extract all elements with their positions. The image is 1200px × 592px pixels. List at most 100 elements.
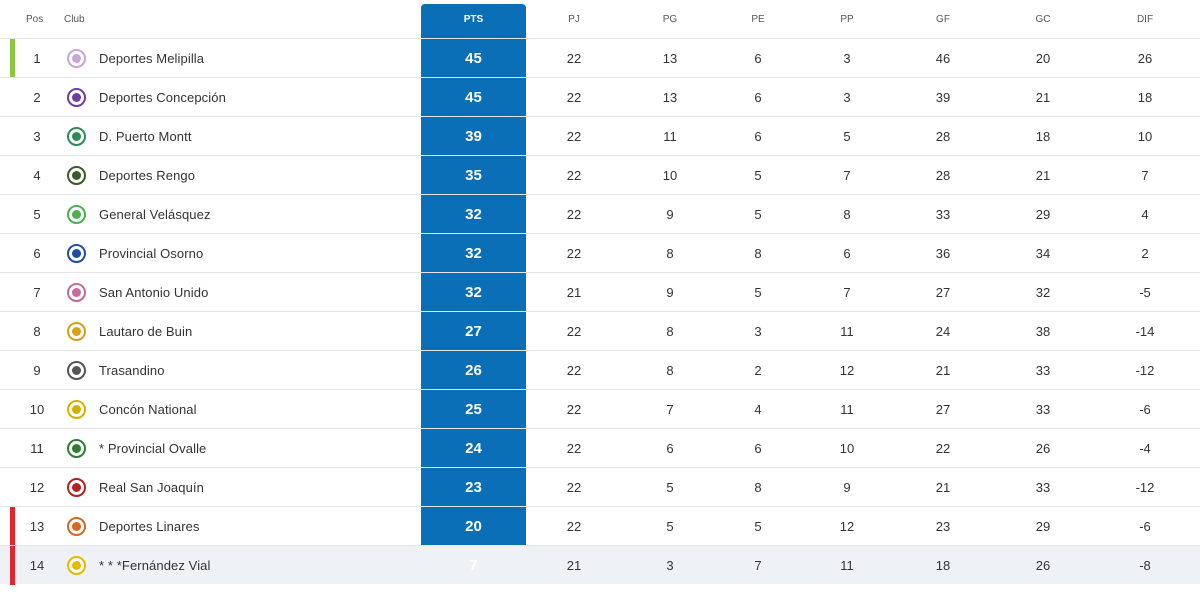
table-row[interactable]: 14 * * *Fernández Vial 7 21 3 7 11 18 26 -8	[0, 545, 1200, 585]
goal-difference-cell: 4	[1141, 207, 1149, 222]
lost-cell: 11	[840, 402, 854, 417]
points-cell: 32	[465, 206, 482, 223]
played-cell: 21	[566, 558, 582, 573]
lost-cell: 12	[839, 363, 855, 378]
position-cell: 10	[29, 402, 45, 417]
position-cell: 14	[29, 558, 45, 573]
position-cell: 4	[33, 168, 41, 183]
header-pp[interactable]: PP	[840, 14, 854, 25]
lost-cell: 7	[843, 168, 851, 183]
header-pos[interactable]: Pos	[26, 14, 44, 25]
table-row[interactable]: 5 General Velásquez 32 22 9 5 8 33 29 4	[0, 194, 1200, 233]
table-row[interactable]: 3 D. Puerto Montt 39 22 11 6 5 28 18 10	[0, 116, 1200, 155]
club-name-link[interactable]: D. Puerto Montt	[99, 129, 192, 144]
header-dif[interactable]: DIF	[1136, 14, 1154, 25]
header-pj[interactable]: PJ	[568, 14, 580, 25]
drawn-cell: 6	[754, 441, 762, 456]
header-club[interactable]: Club	[64, 14, 85, 25]
goals-against-cell: 26	[1035, 441, 1051, 456]
header-gc[interactable]: GC	[1035, 14, 1051, 25]
played-cell: 22	[566, 402, 582, 417]
club-crest-icon	[67, 478, 86, 497]
relegation-marker	[10, 507, 15, 546]
position-cell: 5	[33, 207, 41, 222]
club-name-link[interactable]: Concón National	[99, 402, 197, 417]
goals-against-cell: 26	[1035, 558, 1051, 573]
goal-difference-cell: 2	[1141, 246, 1149, 261]
club-name-link[interactable]: General Velásquez	[99, 207, 211, 222]
club-name-link[interactable]: Deportes Concepción	[99, 90, 226, 105]
goals-for-cell: 18	[935, 558, 951, 573]
goals-for-cell: 27	[935, 402, 951, 417]
won-cell: 11	[663, 129, 677, 144]
club-crest-icon	[67, 361, 86, 380]
table-row[interactable]: 10 Concón National 25 22 7 4 11 27 33 -6	[0, 389, 1200, 428]
won-cell: 8	[666, 324, 674, 339]
won-cell: 9	[666, 285, 674, 300]
header-pts[interactable]: PTS	[463, 14, 484, 25]
goal-difference-cell: 7	[1141, 168, 1149, 183]
goal-difference-cell: -4	[1139, 441, 1151, 456]
goals-for-cell: 39	[935, 90, 951, 105]
points-cell: 35	[465, 167, 482, 184]
header-gf[interactable]: GF	[936, 14, 950, 25]
points-cell: 45	[465, 50, 482, 67]
club-name-link[interactable]: Trasandino	[99, 363, 165, 378]
club-crest-icon	[67, 517, 86, 536]
points-cell: 32	[465, 284, 482, 301]
table-row[interactable]: 2 Deportes Concepción 45 22 13 6 3 39 21 18	[0, 77, 1200, 116]
points-cell: 20	[465, 518, 482, 535]
table-row[interactable]: 4 Deportes Rengo 35 22 10 5 7 28 21 7	[0, 155, 1200, 194]
goal-difference-cell: -14	[1135, 324, 1155, 339]
played-cell: 22	[566, 129, 582, 144]
table-row[interactable]: 13 Deportes Linares 20 22 5 5 12 23 29 -6	[0, 506, 1200, 546]
club-crest-icon	[67, 205, 86, 224]
club-name-link[interactable]: Lautaro de Buin	[99, 324, 193, 339]
goal-difference-cell: -6	[1139, 402, 1151, 417]
table-header: Pos Club PTS PJ PG PE PP GF GC DIF	[0, 0, 1200, 38]
played-cell: 22	[566, 480, 582, 495]
position-cell: 7	[33, 285, 41, 300]
club-crest-icon	[67, 244, 86, 263]
position-cell: 11	[30, 441, 44, 456]
points-cell: 7	[469, 557, 478, 574]
club-name-link[interactable]: Deportes Rengo	[99, 168, 196, 183]
goals-against-cell: 29	[1035, 519, 1051, 534]
goals-against-cell: 38	[1035, 324, 1051, 339]
club-name-link[interactable]: * Provincial Ovalle	[99, 441, 207, 456]
header-pg[interactable]: PG	[662, 14, 678, 25]
goal-difference-cell: 10	[1137, 129, 1153, 144]
won-cell: 13	[662, 90, 678, 105]
table-row[interactable]: 8 Lautaro de Buin 27 22 8 3 11 24 38 -14	[0, 311, 1200, 350]
points-cell: 32	[465, 245, 482, 262]
club-crest-icon	[67, 166, 86, 185]
goal-difference-cell: -8	[1139, 558, 1151, 573]
goals-against-cell: 21	[1035, 168, 1051, 183]
drawn-cell: 5	[754, 285, 762, 300]
club-name-link[interactable]: * * *Fernández Vial	[99, 558, 211, 573]
header-pe[interactable]: PE	[751, 14, 765, 25]
drawn-cell: 5	[754, 207, 762, 222]
table-row[interactable]: 7 San Antonio Unido 32 21 9 5 7 27 32 -5	[0, 272, 1200, 311]
goals-against-cell: 32	[1035, 285, 1051, 300]
club-name-link[interactable]: Real San Joaquín	[99, 480, 204, 495]
table-row[interactable]: 12 Real San Joaquín 23 22 5 8 9 21 33 -12	[0, 467, 1200, 506]
goal-difference-cell: 26	[1137, 51, 1153, 66]
club-name-link[interactable]: Deportes Linares	[99, 519, 200, 534]
drawn-cell: 5	[754, 519, 762, 534]
club-name-link[interactable]: Provincial Osorno	[99, 246, 204, 261]
table-row[interactable]: 1 Deportes Melipilla 45 22 13 6 3 46 20 26	[0, 38, 1200, 78]
points-cell: 23	[465, 479, 482, 496]
points-cell: 45	[465, 89, 482, 106]
club-name-link[interactable]: San Antonio Unido	[99, 285, 209, 300]
goals-against-cell: 20	[1035, 51, 1051, 66]
won-cell: 5	[666, 519, 674, 534]
table-row[interactable]: 6 Provincial Osorno 32 22 8 8 6 36 34 2	[0, 233, 1200, 272]
position-cell: 1	[33, 51, 41, 66]
table-row[interactable]: 9 Trasandino 26 22 8 2 12 21 33 -12	[0, 350, 1200, 389]
club-name-link[interactable]: Deportes Melipilla	[99, 51, 205, 66]
drawn-cell: 7	[754, 558, 762, 573]
lost-cell: 12	[839, 519, 855, 534]
goals-against-cell: 29	[1035, 207, 1051, 222]
table-row[interactable]: 11 * Provincial Ovalle 24 22 6 6 10 22 26 -4	[0, 428, 1200, 467]
